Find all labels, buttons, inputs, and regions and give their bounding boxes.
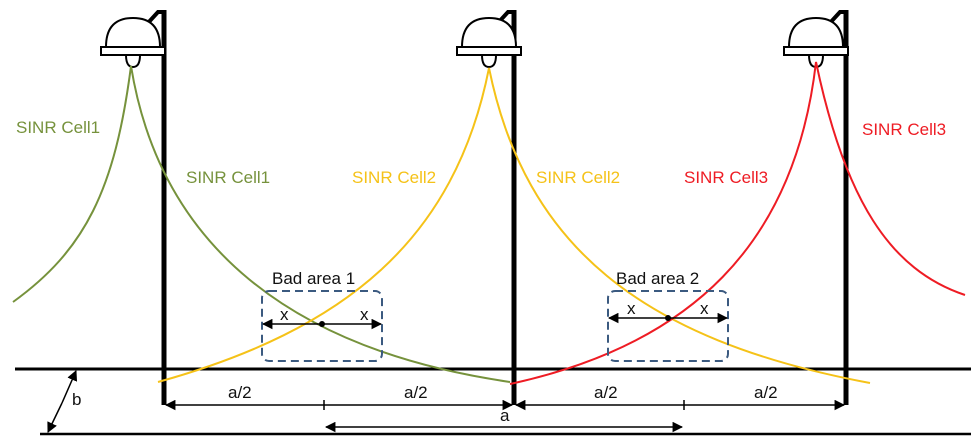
label-spacing: a — [500, 406, 510, 425]
label-half-spacing-3: a/2 — [594, 383, 618, 402]
sinr-curve-cell1 — [12, 65, 511, 383]
label-bad-area-1: Bad area 1 — [272, 269, 355, 288]
label-x-1a: x — [280, 305, 289, 324]
bad-area-2-box — [607, 290, 729, 362]
label-x-2a: x — [627, 299, 636, 318]
x-arrows-bad-area-1 — [261, 318, 383, 330]
label-bad-area-2: Bad area 2 — [616, 269, 699, 288]
pole-2 — [495, 10, 517, 405]
dimension-arrows — [47, 370, 846, 433]
street-lamp-icon — [100, 16, 166, 69]
label-half-spacing-2: a/2 — [404, 383, 428, 402]
label-sinr-cell2-right: SINR Cell2 — [536, 168, 620, 187]
label-sinr-cell1-right: SINR Cell1 — [186, 168, 270, 187]
sinr-curve-cell2 — [157, 67, 871, 384]
label-sinr-cell1-left: SINR Cell1 — [16, 118, 100, 137]
x-arrows-bad-area-2 — [607, 312, 729, 324]
street-lamp-icon — [456, 16, 522, 69]
pole-1 — [145, 10, 167, 405]
pole-3 — [827, 10, 849, 405]
label-x-2b: x — [700, 299, 709, 318]
street-lamp-icon — [783, 16, 849, 69]
label-road-width: b — [72, 390, 81, 409]
label-half-spacing-4: a/2 — [754, 383, 778, 402]
sinr-curve-cell3 — [509, 61, 966, 385]
label-sinr-cell3-left: SINR Cell3 — [684, 168, 768, 187]
label-sinr-cell2-left: SINR Cell2 — [352, 168, 436, 187]
label-x-1b: x — [360, 305, 369, 324]
label-sinr-cell3-right: SINR Cell3 — [862, 120, 946, 139]
label-half-spacing-1: a/2 — [228, 383, 252, 402]
